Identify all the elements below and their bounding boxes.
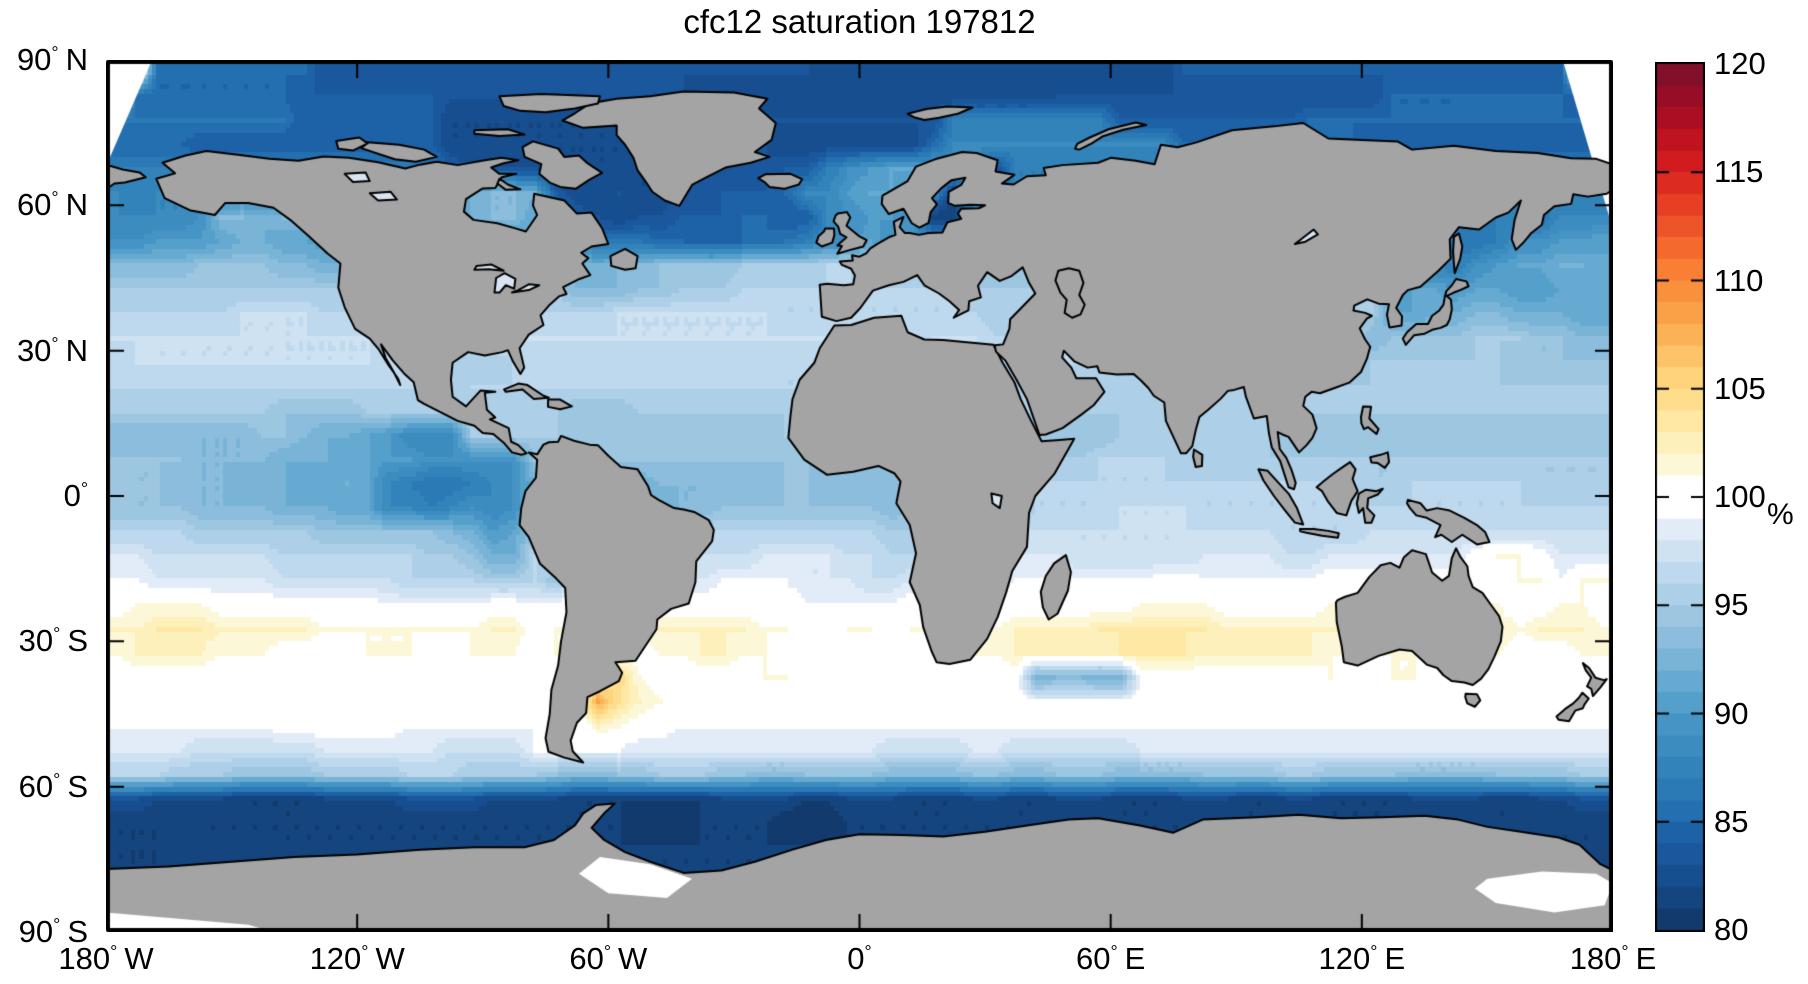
colorbar-tick-label-3: 105: [1714, 370, 1766, 406]
map-canvas: [106, 60, 1613, 932]
x-tick-label-3: 0°: [847, 941, 872, 976]
colorbar-tick-label-1: 115: [1714, 154, 1764, 190]
colorbar-tick-label-7: 85: [1714, 803, 1749, 839]
colorbar-tick-label-6: 90: [1714, 695, 1749, 731]
y-tick-label-3: 0°: [63, 478, 88, 513]
y-tick-label-2: 30° N: [16, 332, 88, 368]
colorbar-tick-label-2: 110: [1714, 262, 1764, 298]
y-tick-label-0: 90° N: [16, 42, 88, 77]
x-tick-label-1: 120° W: [309, 941, 405, 976]
colorbar-tick-label-5: 95: [1714, 587, 1749, 623]
x-tick-label-6: 180° E: [1569, 941, 1657, 976]
chart-title: cfc12 saturation 197812: [683, 3, 1036, 40]
colorbar-canvas: [1655, 62, 1705, 932]
colorbar-tick-label-8: 80: [1714, 912, 1749, 947]
x-tick-label-5: 120° E: [1318, 941, 1406, 976]
y-tick-label-5: 60° S: [18, 768, 88, 804]
y-tick-label-6: 90° S: [18, 914, 88, 949]
y-tick-label-1: 60° N: [16, 187, 88, 223]
x-tick-label-4: 60° E: [1075, 941, 1146, 976]
x-tick-label-2: 60° W: [569, 941, 648, 976]
x-tick-label-0: 180° W: [58, 941, 154, 976]
colorbar-unit-label: %: [1767, 498, 1794, 531]
colorbar-tick-label-0: 120: [1714, 46, 1766, 81]
y-tick-label-4: 30° S: [18, 623, 88, 659]
colorbar-tick-label-4: 100: [1714, 479, 1766, 514]
